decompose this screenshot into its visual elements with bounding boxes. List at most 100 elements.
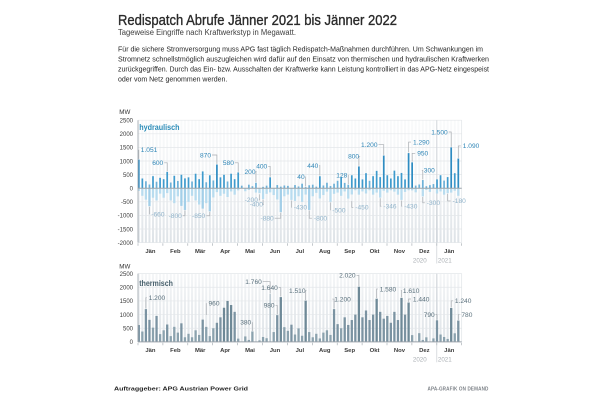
svg-text:Für die sichere Stromversorgun: Für die sichere Stromversorgung muss APG…	[118, 46, 483, 53]
svg-text:Apr: Apr	[220, 249, 231, 255]
svg-text:870: 870	[200, 152, 211, 159]
svg-text:200: 200	[245, 169, 256, 176]
svg-text:Aug: Aug	[319, 249, 331, 255]
svg-text:2021: 2021	[438, 257, 452, 264]
svg-text:APA-GRAFIK ON DEMAND: APA-GRAFIK ON DEMAND	[428, 387, 489, 393]
svg-text:-1000: -1000	[118, 214, 134, 220]
svg-text:Sep: Sep	[344, 348, 355, 354]
svg-text:1000: 1000	[120, 159, 134, 165]
svg-text:Mai: Mai	[245, 348, 255, 354]
svg-text:1.440: 1.440	[413, 296, 430, 303]
svg-text:-1500: -1500	[118, 227, 134, 233]
svg-text:1.200: 1.200	[149, 295, 166, 302]
svg-text:-300: -300	[427, 200, 441, 207]
svg-text:Okt: Okt	[370, 348, 380, 354]
svg-text:1.640: 1.640	[261, 285, 278, 292]
svg-text:Feb: Feb	[170, 249, 181, 255]
svg-text:128: 128	[336, 172, 347, 179]
svg-text:-500: -500	[332, 207, 346, 214]
svg-text:0: 0	[130, 340, 134, 346]
svg-text:-2000: -2000	[118, 241, 134, 247]
svg-text:1500: 1500	[120, 299, 134, 305]
svg-text:Mai: Mai	[245, 249, 255, 255]
svg-text:380: 380	[240, 320, 251, 327]
svg-text:-180: -180	[453, 198, 467, 205]
svg-text:800: 800	[348, 154, 359, 161]
svg-text:hydraulisch: hydraulisch	[139, 123, 179, 132]
svg-text:Tageweise Eingriffe nach Kraft: Tageweise Eingriffe nach Kraftwerkstyp i…	[118, 28, 296, 37]
svg-text:2020: 2020	[413, 356, 427, 363]
svg-text:Redispatch Abrufe Jänner 2021: Redispatch Abrufe Jänner 2021 bis Jänner…	[118, 13, 397, 29]
svg-text:980: 980	[264, 303, 275, 310]
svg-text:Jän: Jän	[145, 348, 156, 354]
svg-text:Dez: Dez	[419, 348, 430, 354]
svg-text:Stromnetz schnellstmöglich aus: Stromnetz schnellstmöglich auszugleichen…	[118, 56, 489, 63]
svg-text:500: 500	[123, 327, 134, 333]
svg-text:1.051: 1.051	[141, 147, 158, 154]
svg-text:40: 40	[297, 174, 305, 181]
svg-text:-430: -430	[404, 204, 418, 211]
svg-text:1500: 1500	[120, 146, 134, 152]
svg-text:1.610: 1.610	[403, 288, 420, 295]
svg-text:600: 600	[152, 160, 163, 167]
svg-text:MW: MW	[119, 109, 130, 116]
svg-text:2.020: 2.020	[339, 273, 356, 280]
svg-text:1.580: 1.580	[380, 286, 397, 293]
svg-text:790: 790	[424, 312, 435, 319]
svg-text:Jul: Jul	[296, 249, 305, 255]
svg-text:-450: -450	[355, 205, 369, 212]
svg-text:780: 780	[461, 312, 472, 319]
svg-text:960: 960	[209, 301, 220, 308]
svg-text:Mär: Mär	[195, 348, 206, 354]
svg-text:0: 0	[130, 187, 134, 193]
svg-text:Aug: Aug	[319, 348, 331, 354]
svg-text:2000: 2000	[120, 286, 134, 292]
svg-text:500: 500	[123, 173, 134, 179]
svg-text:440: 440	[307, 163, 318, 170]
svg-text:2021: 2021	[438, 356, 452, 363]
svg-text:2500: 2500	[120, 119, 134, 125]
svg-text:zurückgegriffen. Durch das Ein: zurückgegriffen. Durch das Ein- bzw. Aus…	[118, 66, 489, 73]
svg-text:-880: -880	[261, 216, 275, 223]
svg-text:-800: -800	[314, 216, 328, 223]
svg-text:Dez: Dez	[419, 249, 430, 255]
svg-text:Jul: Jul	[296, 348, 305, 354]
svg-text:2020: 2020	[413, 257, 427, 264]
svg-text:1.500: 1.500	[431, 129, 448, 136]
svg-text:Jän: Jän	[444, 249, 455, 255]
svg-text:1.510: 1.510	[289, 288, 306, 295]
svg-text:oder vom Netz genommen werden.: oder vom Netz genommen werden.	[118, 76, 227, 83]
svg-text:400: 400	[256, 164, 267, 171]
svg-text:1.240: 1.240	[455, 298, 472, 305]
svg-text:1.290: 1.290	[413, 139, 430, 146]
svg-text:1.760: 1.760	[245, 279, 262, 286]
svg-text:Jun: Jun	[270, 348, 281, 354]
svg-text:Auftraggeber: APG Austrian Pow: Auftraggeber: APG Austrian Power Grid	[114, 387, 248, 393]
svg-text:Feb: Feb	[170, 348, 181, 354]
svg-text:1.200: 1.200	[361, 142, 378, 149]
svg-text:Apr: Apr	[220, 348, 231, 354]
svg-text:1.090: 1.090	[463, 143, 480, 150]
svg-text:Jän: Jän	[444, 348, 455, 354]
svg-text:Mär: Mär	[195, 249, 206, 255]
svg-text:Sep: Sep	[344, 249, 355, 255]
svg-text:-660: -660	[151, 211, 165, 218]
svg-text:950: 950	[417, 151, 428, 158]
svg-text:Jän: Jän	[145, 249, 156, 255]
svg-text:-346: -346	[383, 204, 397, 211]
svg-text:Jun: Jun	[270, 249, 281, 255]
svg-text:-800: -800	[169, 213, 183, 220]
svg-text:Okt: Okt	[370, 249, 380, 255]
svg-text:-200: -200	[245, 197, 259, 204]
svg-text:Nov: Nov	[394, 348, 406, 354]
svg-text:1000: 1000	[120, 313, 134, 319]
svg-text:-400: -400	[250, 202, 264, 209]
svg-text:580: 580	[223, 160, 234, 167]
svg-text:300: 300	[424, 168, 435, 175]
svg-text:-850: -850	[192, 213, 206, 220]
svg-text:-500: -500	[121, 200, 134, 206]
svg-text:1.200: 1.200	[334, 296, 351, 303]
svg-text:2000: 2000	[120, 132, 134, 138]
svg-text:2500: 2500	[120, 272, 134, 278]
svg-text:-430: -430	[294, 205, 308, 212]
